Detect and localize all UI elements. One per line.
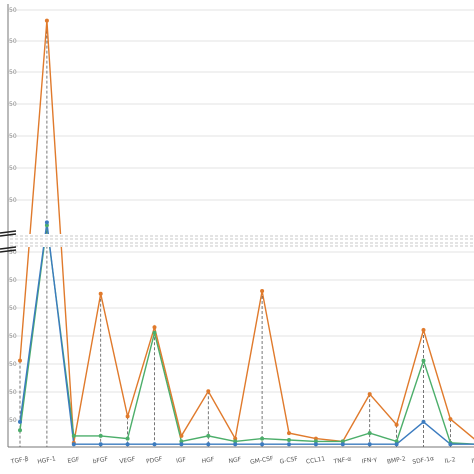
x-tick-label: TNF-α bbox=[332, 456, 352, 466]
data-point bbox=[44, 220, 49, 225]
data-point bbox=[18, 358, 22, 363]
x-tick-labels: TGF-β HGF-1 EGF bFGF VEGF PDGF IGF HGF NGF GM-CSF… bbox=[9, 455, 474, 466]
data-point bbox=[179, 442, 184, 447]
series-line bbox=[19, 20, 474, 443]
data-point bbox=[313, 442, 318, 447]
data-point bbox=[340, 439, 345, 444]
data-points bbox=[18, 18, 453, 447]
data-point bbox=[71, 433, 76, 438]
y-tick-label: 50 bbox=[9, 389, 17, 396]
data-point bbox=[233, 436, 238, 441]
data-point bbox=[233, 439, 238, 444]
y-tick-label: 50 bbox=[9, 133, 17, 140]
data-point bbox=[44, 18, 49, 23]
axis-break bbox=[0, 230, 474, 253]
series-line bbox=[19, 222, 474, 445]
data-point bbox=[394, 422, 399, 427]
data-point bbox=[233, 442, 238, 447]
data-point bbox=[260, 436, 265, 441]
data-point bbox=[313, 439, 318, 444]
axis-break-mark bbox=[0, 233, 17, 237]
x-tick-label: CCL11 bbox=[305, 455, 325, 465]
data-point bbox=[260, 289, 265, 293]
x-tick-label: SDF-1α bbox=[412, 455, 435, 466]
data-point bbox=[98, 442, 103, 447]
axis-break-mark bbox=[0, 249, 17, 253]
drop-lines bbox=[19, 20, 451, 447]
y-tick-label: 50 bbox=[9, 417, 17, 424]
data-point bbox=[179, 439, 184, 444]
data-point bbox=[18, 419, 22, 424]
axis-break-band bbox=[9, 234, 474, 247]
axes bbox=[7, 4, 474, 448]
x-tick-label: NGF bbox=[228, 456, 242, 465]
series-lines bbox=[19, 20, 474, 445]
data-point bbox=[287, 438, 291, 443]
x-tick-label: bFGF bbox=[92, 456, 109, 466]
data-point bbox=[206, 389, 211, 394]
x-tick-label: TGF-β bbox=[9, 456, 29, 466]
x-tick-label: EGF bbox=[67, 456, 80, 465]
data-point bbox=[125, 442, 130, 447]
grid-lines bbox=[8, 9, 474, 421]
data-point bbox=[152, 325, 157, 330]
x-tick-label: BMP-2 bbox=[386, 455, 406, 465]
data-point bbox=[18, 428, 22, 433]
axis-break-mark bbox=[0, 230, 17, 234]
data-point bbox=[394, 442, 399, 447]
data-point bbox=[98, 291, 103, 296]
data-point bbox=[367, 431, 372, 436]
x-tick-label: IL-2 bbox=[444, 456, 456, 465]
x-tick-label: HGF bbox=[201, 456, 215, 465]
x-tick-label: HGF-1 bbox=[37, 455, 57, 465]
data-point bbox=[125, 436, 130, 441]
data-point bbox=[448, 442, 453, 447]
y-tick-label: 50 bbox=[9, 7, 17, 14]
data-point bbox=[287, 442, 291, 447]
y-tick-label: 50 bbox=[9, 249, 17, 256]
data-point bbox=[313, 436, 318, 441]
x-tick-label: GM-CSF bbox=[250, 455, 275, 466]
y-tick-label: 50 bbox=[9, 165, 17, 172]
data-point bbox=[260, 442, 265, 447]
y-tick-label: 50 bbox=[9, 69, 17, 76]
data-point bbox=[367, 442, 372, 447]
data-point bbox=[206, 433, 211, 438]
data-point bbox=[287, 431, 291, 436]
data-point bbox=[125, 414, 130, 419]
x-tick-label: G-CSF bbox=[279, 455, 299, 465]
x-tick-label: IL-4 bbox=[471, 456, 474, 465]
data-point bbox=[98, 433, 103, 438]
data-point bbox=[179, 433, 184, 438]
data-point bbox=[206, 442, 211, 447]
y-tick-label: 50 bbox=[9, 101, 17, 108]
y-tick-label: 50 bbox=[9, 38, 17, 45]
x-tick-label: IFN-γ bbox=[361, 456, 378, 466]
data-point bbox=[394, 439, 399, 444]
y-tick-label: 50 bbox=[9, 305, 17, 312]
series-line bbox=[19, 225, 474, 445]
data-point bbox=[152, 330, 157, 335]
data-point bbox=[421, 419, 426, 424]
data-point bbox=[340, 442, 345, 447]
y-tick-label: 50 bbox=[9, 333, 17, 340]
data-point bbox=[71, 442, 76, 447]
y-tick-label: 50 bbox=[9, 361, 17, 368]
data-point bbox=[367, 392, 372, 397]
data-point bbox=[421, 358, 426, 363]
y-tick-label: 50 bbox=[9, 197, 17, 204]
x-tick-label: VEGF bbox=[119, 456, 137, 466]
y-tick-labels: 50 50 50 50 50 50 50 50 50 50 50 50 50 50 bbox=[9, 7, 17, 424]
x-tick-label: PDGF bbox=[146, 456, 164, 466]
data-point bbox=[44, 223, 49, 228]
y-tick-label: 50 bbox=[9, 277, 17, 284]
x-tick-label: IGF bbox=[176, 456, 187, 465]
data-point bbox=[448, 417, 453, 422]
data-point bbox=[152, 442, 157, 447]
data-point bbox=[421, 328, 426, 332]
axis-break-mark bbox=[0, 246, 17, 250]
